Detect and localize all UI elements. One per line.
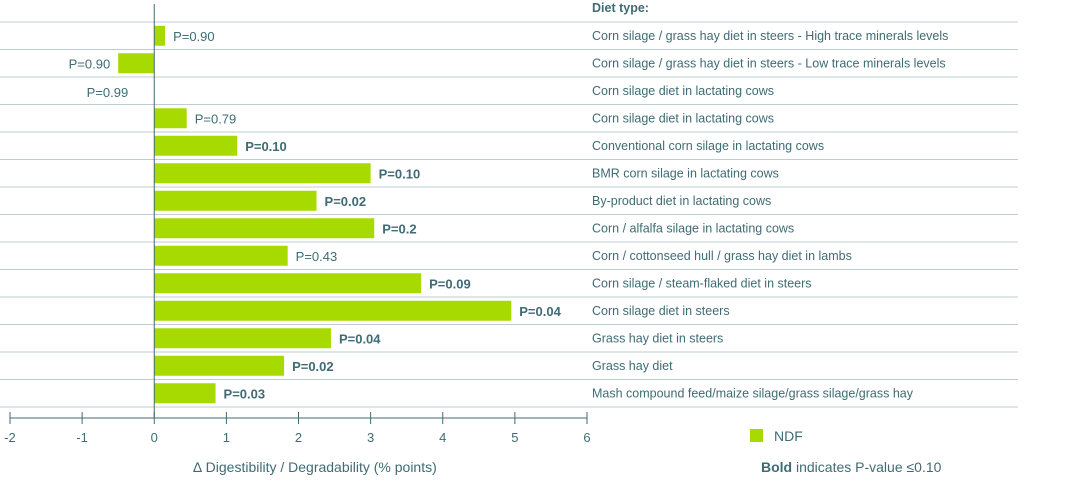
- category-label: Corn silage / grass hay diet in steers -…: [592, 29, 948, 43]
- bar: [154, 190, 317, 211]
- bar: [154, 300, 512, 321]
- bar: [154, 218, 375, 239]
- bar: [154, 245, 288, 266]
- p-value-label: P=0.04: [519, 304, 561, 319]
- bar: [154, 355, 285, 376]
- x-tick-label: 5: [511, 430, 518, 445]
- category-label: Conventional corn silage in lactating co…: [592, 139, 824, 153]
- category-label: By-product diet in lactating cows: [592, 194, 771, 208]
- category-label: Grass hay diet: [592, 359, 673, 373]
- x-tick-label: 3: [367, 430, 374, 445]
- category-label: Corn silage / steam-flaked diet in steer…: [592, 276, 812, 290]
- bar: [154, 273, 422, 294]
- bar: [154, 383, 216, 404]
- p-value-label: P=0.99: [87, 85, 129, 100]
- legend-note-text: indicates P-value ≤0.10: [792, 459, 942, 475]
- p-value-label: P=0.90: [173, 29, 215, 44]
- p-value-label: P=0.04: [339, 331, 381, 346]
- x-tick-label: 2: [295, 430, 302, 445]
- x-tick-label: 0: [151, 430, 158, 445]
- legend-swatch: [750, 429, 763, 442]
- legend-note-bold: Bold: [761, 459, 792, 475]
- p-value-label: P=0.09: [429, 276, 471, 291]
- p-value-label: P=0.79: [195, 111, 237, 126]
- p-value-label: P=0.03: [224, 386, 266, 401]
- category-header: Diet type:: [592, 1, 649, 15]
- bar: [154, 328, 331, 349]
- category-label: Corn / cottonseed hull / grass hay diet …: [592, 249, 852, 263]
- bar: [154, 135, 238, 156]
- p-value-label: P=0.10: [379, 166, 421, 181]
- category-label: Corn silage diet in steers: [592, 304, 730, 318]
- p-value-label: P=0.90: [69, 56, 111, 71]
- legend-note: Bold indicates P-value ≤0.10: [761, 459, 942, 475]
- category-label: Mash compound feed/maize silage/grass si…: [592, 386, 914, 400]
- bar: [154, 108, 187, 129]
- p-value-label: P=0.43: [296, 249, 338, 264]
- x-tick-label: 4: [439, 430, 446, 445]
- x-axis-label: ∆ Digestibility / Degradability (% point…: [193, 459, 437, 475]
- x-tick-label: 6: [583, 430, 590, 445]
- category-label: Corn silage / grass hay diet in steers -…: [592, 56, 946, 70]
- bar: [154, 163, 371, 184]
- p-value-label: P=0.02: [325, 194, 367, 209]
- category-label: BMR corn silage in lactating cows: [592, 166, 779, 180]
- category-label: Corn silage diet in lactating cows: [592, 111, 774, 125]
- category-label: Corn / alfalfa silage in lactating cows: [592, 221, 794, 235]
- category-label: Grass hay diet in steers: [592, 331, 723, 345]
- category-label: Corn silage diet in lactating cows: [592, 84, 774, 98]
- p-value-label: P=0.10: [245, 139, 287, 154]
- x-tick-label: -1: [76, 430, 88, 445]
- p-value-label: P=0.2: [382, 221, 416, 236]
- x-tick-label: -2: [4, 430, 16, 445]
- bar: [118, 53, 155, 74]
- bar: [154, 25, 166, 46]
- p-value-label: P=0.02: [292, 359, 334, 374]
- x-tick-label: 1: [223, 430, 230, 445]
- legend-label: NDF: [774, 428, 803, 444]
